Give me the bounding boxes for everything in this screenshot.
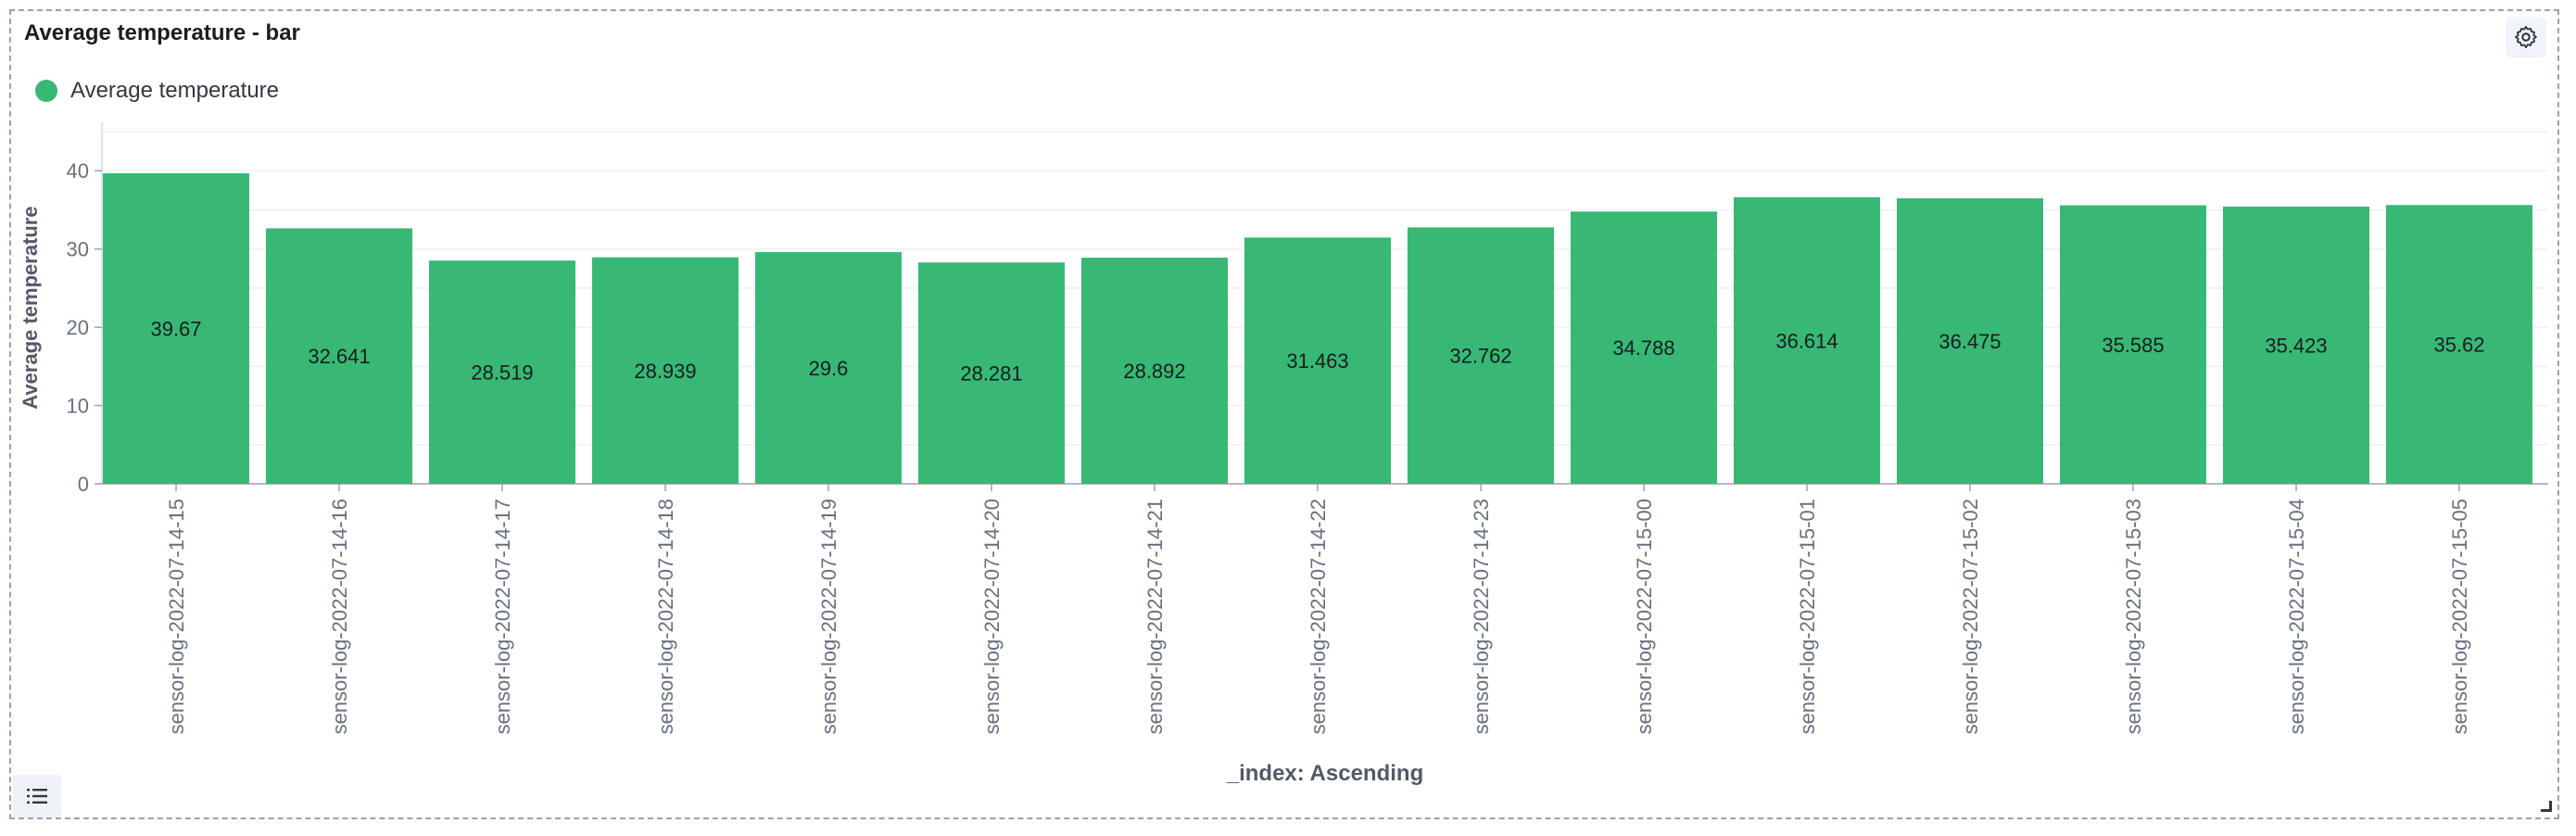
resize-handle-icon[interactable] <box>2541 801 2552 812</box>
x-tick-label: sensor-log-2022-07-15-02 <box>1959 499 1982 734</box>
legend-color-dot <box>35 80 57 102</box>
panel-options-button[interactable] <box>2506 17 2546 57</box>
panel-title: Average temperature - bar <box>24 20 300 45</box>
y-tick-label: 0 <box>78 473 89 496</box>
bar-value-label: 36.614 <box>1775 329 1837 352</box>
bar-value-label: 34.788 <box>1612 336 1674 360</box>
bar <box>266 228 412 485</box>
bar-value-label: 32.762 <box>1449 345 1511 368</box>
legend-toggle-button[interactable] <box>13 775 61 817</box>
bar <box>429 260 575 484</box>
x-tick-label: sensor-log-2022-07-14-22 <box>1307 499 1330 734</box>
x-axis-title: _index: Ascending <box>1226 761 1423 786</box>
legend-item[interactable]: Average temperature <box>35 78 279 104</box>
bar <box>592 257 739 484</box>
x-tick-label: sensor-log-2022-07-15-05 <box>2448 499 2471 734</box>
bar <box>2386 205 2532 484</box>
bar-value-label: 36.475 <box>1938 330 2001 353</box>
bar-value-label: 35.423 <box>2265 334 2327 357</box>
x-tick-label: sensor-log-2022-07-14-19 <box>817 499 840 734</box>
x-tick-label: sensor-log-2022-07-15-04 <box>2285 499 2308 734</box>
x-tick-label: sensor-log-2022-07-14-16 <box>328 499 351 734</box>
x-tick-label: sensor-log-2022-07-14-18 <box>654 499 677 734</box>
x-tick-label: sensor-log-2022-07-15-00 <box>1633 499 1656 734</box>
bar <box>918 262 1065 484</box>
bar-value-label: 39.67 <box>150 318 201 341</box>
x-tick-label: sensor-log-2022-07-15-03 <box>2122 499 2145 734</box>
bar <box>1244 237 1391 484</box>
gear-icon <box>2514 25 2537 49</box>
bar <box>755 252 902 484</box>
bar <box>1734 196 1880 484</box>
y-tick-label: 20 <box>67 316 89 339</box>
bar <box>2060 205 2206 484</box>
x-tick-label: sensor-log-2022-07-14-15 <box>165 499 188 734</box>
bar-value-label: 32.641 <box>308 345 370 368</box>
bar-value-label: 29.6 <box>809 357 849 380</box>
y-tick-label: 40 <box>67 159 89 183</box>
list-icon <box>27 789 47 804</box>
bar-value-label: 35.585 <box>2102 334 2164 357</box>
bar-chart: 0 10 20 30 40 Average temperature 39.67 sensor-… <box>19 122 2548 786</box>
x-tick-label: sensor-log-2022-07-14-21 <box>1143 499 1167 734</box>
bar-value-label: 31.463 <box>1286 349 1348 373</box>
y-axis-title: Average temperature <box>19 206 42 409</box>
x-tick-label: sensor-log-2022-07-15-01 <box>1796 499 1819 734</box>
bar <box>103 173 249 484</box>
bar <box>1571 211 1717 484</box>
bar <box>2223 206 2369 485</box>
bar-value-label: 28.892 <box>1123 360 1185 383</box>
bar <box>1408 227 1554 484</box>
y-tick-label: 10 <box>67 395 89 418</box>
y-tick-label: 30 <box>67 238 89 261</box>
bar-value-label: 35.62 <box>2433 334 2484 357</box>
bar <box>1081 258 1228 484</box>
bar <box>1897 197 2043 484</box>
x-tick-label: sensor-log-2022-07-14-23 <box>1470 499 1493 734</box>
visualization-panel: Average temperature - bar Average temper… <box>9 9 2559 819</box>
bar-value-label: 28.939 <box>634 360 696 383</box>
bar-value-label: 28.281 <box>960 362 1022 386</box>
x-tick-label: sensor-log-2022-07-14-20 <box>980 499 1004 734</box>
bar-value-label: 28.519 <box>471 361 533 385</box>
x-tick-label: sensor-log-2022-07-14-17 <box>491 499 514 734</box>
legend-label: Average temperature <box>70 78 280 103</box>
